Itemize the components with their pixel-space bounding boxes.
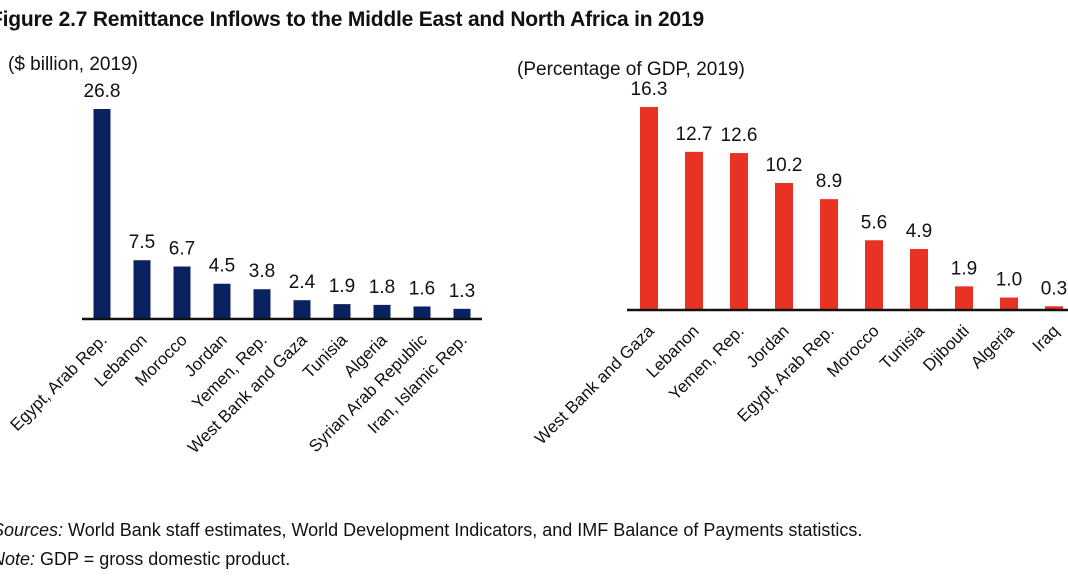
value-label: 4.5 (209, 256, 235, 277)
bar (133, 260, 151, 319)
bars (640, 107, 1063, 310)
x-tick-label: Tunisia (299, 330, 351, 382)
note-text: GDP = gross domestic product. (35, 549, 291, 569)
bar (293, 300, 311, 319)
value-label: 1.9 (329, 276, 355, 297)
bar (413, 306, 431, 319)
bar (93, 109, 111, 319)
sources-label: Sources: (0, 520, 64, 540)
bar (373, 304, 391, 319)
value-label: 1.0 (996, 270, 1022, 291)
x-tick-label: Algeria (967, 321, 1018, 372)
bar (685, 151, 703, 310)
value-label: 12.6 (721, 125, 758, 146)
bar (865, 240, 883, 310)
value-labels: 16.3 12.7 12.6 10.2 8.9 5.6 4.9 1.9 1.0 0.3 (631, 79, 1068, 299)
x-tick-label: Djibouti (919, 321, 973, 375)
value-label: 26.8 (84, 81, 121, 102)
bar (1045, 306, 1063, 310)
sources-note: Sources: World Bank staff estimates, Wor… (0, 520, 862, 541)
chart-subtitle: ($ billion, 2019) (8, 54, 138, 75)
bar (1000, 297, 1018, 310)
bar (820, 199, 838, 310)
x-tick-label: Tunisia (876, 321, 928, 373)
value-label: 10.2 (766, 155, 803, 176)
bars (93, 109, 471, 319)
figure-title: Figure 2.7 Remittance Inflows to the Mid… (0, 8, 704, 31)
value-label: 4.9 (906, 221, 932, 242)
bar (910, 248, 928, 310)
bar (730, 153, 748, 310)
value-label: 1.8 (369, 277, 395, 298)
note-label: Note: (0, 549, 36, 569)
value-label: 5.6 (861, 212, 887, 233)
value-label: 7.5 (129, 232, 155, 253)
x-tick-labels: Egypt, Arab Rep.LebanonMoroccoJordanYeme… (7, 330, 471, 457)
bar (955, 286, 973, 310)
value-label: 1.6 (409, 278, 435, 299)
x-tick-label: Iraq (1029, 321, 1063, 355)
value-label: 12.7 (676, 124, 713, 145)
bar (173, 266, 191, 319)
chart-subtitle: (Percentage of GDP, 2019) (517, 59, 745, 80)
value-labels: 26.8 7.5 6.7 4.5 3.8 2.4 1.9 1.8 1.6 1.3 (84, 81, 476, 302)
charts-canvas: ($ billion, 2019) 26.8 7.5 6.7 4.5 3.8 2.4 1.9… (7, 54, 1068, 457)
value-label: 0.3 (1041, 278, 1067, 299)
bar (640, 107, 658, 310)
value-label: 1.3 (449, 281, 475, 302)
value-label: 1.9 (951, 258, 977, 279)
value-label: 3.8 (249, 261, 275, 282)
gdp-note: Note: GDP = gross domestic product. (0, 549, 290, 570)
sources-text: World Bank staff estimates, World Develo… (63, 520, 863, 540)
value-label: 2.4 (289, 272, 316, 293)
bar (453, 308, 471, 319)
bar (253, 289, 271, 319)
bar (213, 283, 231, 319)
x-tick-label: West Bank and Gaza (531, 321, 658, 448)
chart-remittances-gdp: (Percentage of GDP, 2019) 16.3 12.7 12.6 10… (517, 59, 1068, 448)
value-label: 16.3 (631, 79, 668, 100)
bar (775, 182, 793, 310)
value-label: 6.7 (169, 239, 195, 260)
chart-remittances-usd: ($ billion, 2019) 26.8 7.5 6.7 4.5 3.8 2.4 1.9… (7, 54, 482, 457)
bar (333, 304, 351, 319)
value-label: 8.9 (816, 171, 842, 192)
